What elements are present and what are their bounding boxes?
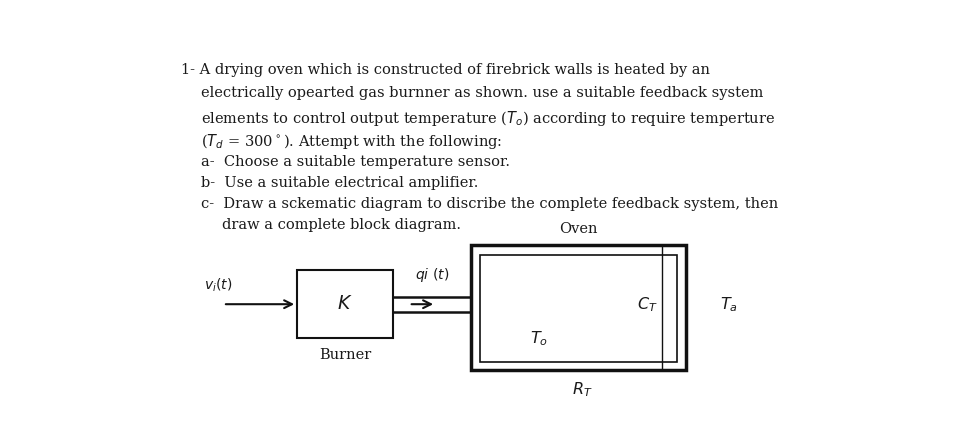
Text: $K$: $K$ bbox=[337, 295, 353, 313]
Text: $T_a$: $T_a$ bbox=[719, 295, 737, 314]
Text: elements to control output temperature ($T_o$) according to require temperture: elements to control output temperature (… bbox=[201, 109, 775, 128]
Text: $v_i(t)$: $v_i(t)$ bbox=[204, 277, 233, 294]
Text: $qi\ (t)$: $qi\ (t)$ bbox=[415, 266, 450, 284]
Text: $R_T$: $R_T$ bbox=[572, 381, 592, 399]
Text: a-  Choose a suitable temperature sensor.: a- Choose a suitable temperature sensor. bbox=[201, 156, 510, 169]
Bar bbox=[479, 255, 677, 362]
Text: Oven: Oven bbox=[559, 222, 598, 236]
Bar bbox=[297, 270, 393, 338]
Text: 1- A drying oven which is constructed of firebrick walls is heated by an: 1- A drying oven which is constructed of… bbox=[180, 63, 710, 77]
Text: $T_o$: $T_o$ bbox=[530, 329, 548, 348]
Text: c-  Draw a sckematic diagram to discribe the complete feedback system, then: c- Draw a sckematic diagram to discribe … bbox=[201, 197, 778, 211]
Text: b-  Use a suitable electrical amplifier.: b- Use a suitable electrical amplifier. bbox=[201, 176, 478, 190]
Bar bbox=[471, 245, 686, 370]
Text: draw a complete block diagram.: draw a complete block diagram. bbox=[222, 217, 460, 232]
Text: Burner: Burner bbox=[319, 348, 371, 362]
Text: electrically opearted gas burnner as shown. use a suitable feedback system: electrically opearted gas burnner as sho… bbox=[201, 86, 763, 100]
Text: $C_T$: $C_T$ bbox=[637, 295, 657, 314]
Text: ($T_d$ = 300$^\circ$). Attempt with the following:: ($T_d$ = 300$^\circ$). Attempt with the … bbox=[201, 132, 502, 151]
